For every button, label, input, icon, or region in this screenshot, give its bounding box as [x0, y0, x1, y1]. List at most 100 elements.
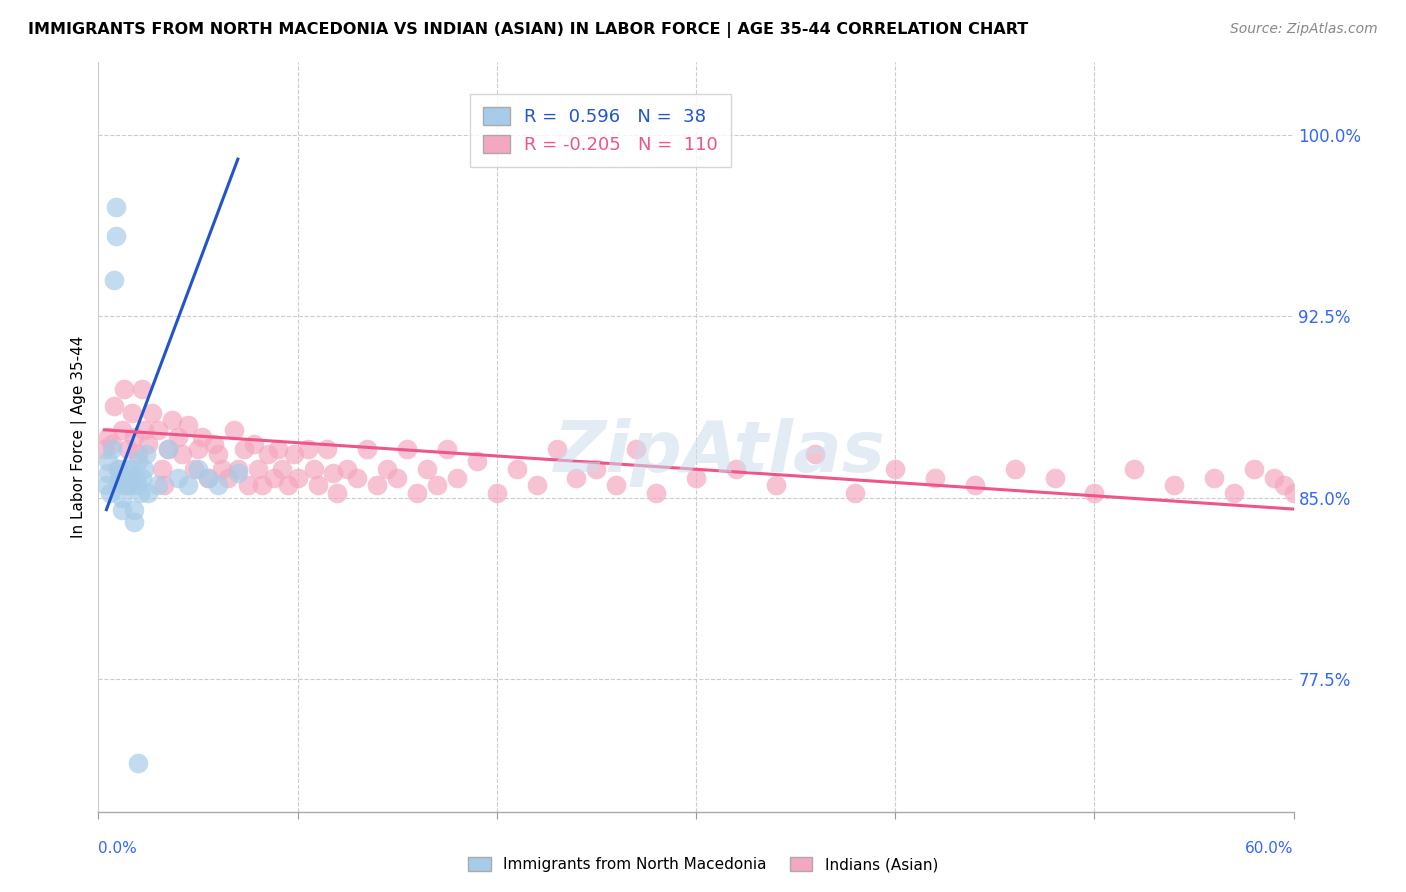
Point — [167, 471, 190, 485]
Point — [127, 756, 149, 771]
Point — [112, 478, 135, 492]
Point — [124, 430, 146, 444]
Point — [217, 471, 239, 485]
Point — [302, 461, 325, 475]
Point — [97, 430, 120, 444]
Point — [115, 461, 138, 475]
Point — [111, 423, 134, 437]
Point — [101, 437, 124, 451]
Point — [346, 471, 368, 485]
Point — [626, 442, 648, 457]
Point — [117, 471, 139, 485]
Point — [187, 442, 209, 457]
Point — [366, 478, 388, 492]
Point — [1223, 485, 1246, 500]
Point — [112, 382, 135, 396]
Point — [465, 454, 488, 468]
Point — [1392, 495, 1406, 509]
Point — [131, 471, 153, 485]
Y-axis label: In Labor Force | Age 35-44: In Labor Force | Age 35-44 — [72, 336, 87, 538]
Point — [585, 461, 607, 475]
Point — [1372, 495, 1395, 509]
Legend: Immigrants from North Macedonia, Indians (Asian): Immigrants from North Macedonia, Indians… — [460, 849, 946, 880]
Point — [148, 423, 170, 437]
Point — [110, 471, 132, 485]
Point — [157, 442, 180, 457]
Point — [1083, 485, 1105, 500]
Point — [844, 485, 866, 500]
Point — [197, 471, 219, 485]
Point — [127, 447, 149, 461]
Point — [127, 454, 149, 468]
Point — [136, 485, 159, 500]
Point — [98, 485, 122, 500]
Point — [103, 273, 125, 287]
Point — [356, 442, 378, 457]
Point — [326, 485, 349, 500]
Point — [1202, 471, 1225, 485]
Point — [167, 430, 190, 444]
Point — [416, 461, 439, 475]
Point — [1263, 471, 1285, 485]
Point — [160, 413, 183, 427]
Point — [103, 399, 125, 413]
Point — [107, 461, 129, 475]
Point — [177, 417, 200, 432]
Point — [804, 447, 827, 461]
Point — [246, 461, 269, 475]
Point — [396, 442, 419, 457]
Text: IMMIGRANTS FROM NORTH MACEDONIA VS INDIAN (ASIAN) IN LABOR FORCE | AGE 35-44 COR: IMMIGRANTS FROM NORTH MACEDONIA VS INDIA… — [28, 22, 1028, 38]
Point — [506, 461, 529, 475]
Point — [307, 478, 329, 492]
Point — [124, 515, 146, 529]
Point — [97, 467, 120, 481]
Point — [131, 382, 153, 396]
Point — [121, 478, 143, 492]
Point — [187, 461, 209, 475]
Point — [963, 478, 986, 492]
Point — [263, 471, 285, 485]
Point — [105, 229, 128, 244]
Legend: R =  0.596   N =  38, R = -0.205   N =  110: R = 0.596 N = 38, R = -0.205 N = 110 — [470, 94, 731, 167]
Point — [1043, 471, 1066, 485]
Point — [277, 478, 299, 492]
Point — [1362, 478, 1385, 492]
Point — [117, 478, 139, 492]
Point — [226, 467, 249, 481]
Point — [236, 478, 259, 492]
Point — [1163, 478, 1185, 492]
Text: ZipAtlas: ZipAtlas — [554, 417, 886, 486]
Point — [287, 471, 309, 485]
Point — [226, 461, 249, 475]
Point — [153, 478, 176, 492]
Point — [406, 485, 429, 500]
Point — [243, 437, 266, 451]
Point — [685, 471, 707, 485]
Point — [183, 461, 205, 475]
Point — [117, 442, 139, 457]
Point — [546, 442, 568, 457]
Point — [436, 442, 458, 457]
Point — [197, 471, 219, 485]
Point — [1004, 461, 1026, 475]
Point — [136, 437, 159, 451]
Point — [134, 423, 156, 437]
Point — [645, 485, 668, 500]
Point — [211, 461, 233, 475]
Point — [202, 437, 225, 451]
Point — [1331, 495, 1354, 509]
Point — [924, 471, 946, 485]
Point — [120, 461, 142, 475]
Point — [134, 461, 156, 475]
Point — [1298, 495, 1320, 509]
Point — [105, 201, 128, 215]
Point — [297, 442, 319, 457]
Point — [1343, 485, 1365, 500]
Point — [1243, 461, 1265, 475]
Point — [207, 447, 229, 461]
Text: 0.0%: 0.0% — [98, 841, 138, 855]
Point — [127, 478, 149, 492]
Point — [1282, 485, 1305, 500]
Point — [1382, 485, 1405, 500]
Point — [157, 442, 180, 457]
